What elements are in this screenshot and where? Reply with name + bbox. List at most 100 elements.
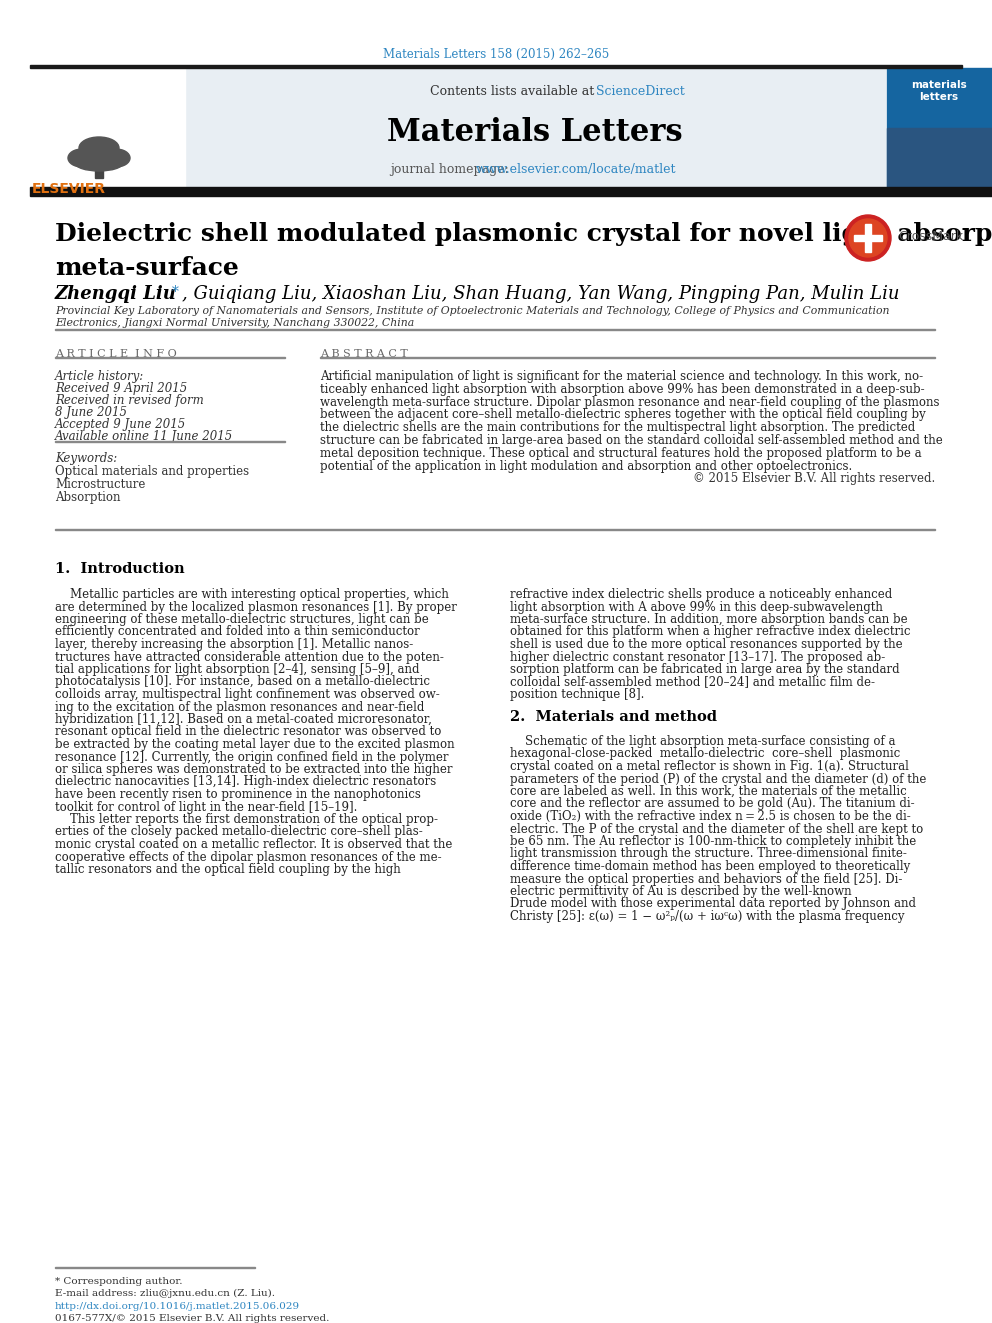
Text: light transmission through the structure. Three-dimensional finite-: light transmission through the structure…	[510, 848, 907, 860]
Bar	[887, 67, 992, 188]
Text: structure can be fabricated in large-area based on the standard colloidal self-a: structure can be fabricated in large-are…	[320, 434, 942, 447]
Bar	[887, 128, 992, 188]
Ellipse shape	[102, 149, 130, 167]
Text: Christy [25]: ε(ω) = 1 − ω²ₚ/(ω + iωᶜω) with the plasma frequency: Christy [25]: ε(ω) = 1 − ω²ₚ/(ω + iωᶜω) …	[510, 910, 905, 923]
Bar	[185, 67, 885, 188]
Text: obtained for this platform when a higher refractive index dielectric: obtained for this platform when a higher…	[510, 626, 911, 639]
Text: 8 June 2015: 8 June 2015	[55, 406, 127, 419]
Bar	[95, 143, 103, 179]
Text: ELSEVIER: ELSEVIER	[32, 183, 106, 196]
Text: Microstructure: Microstructure	[55, 478, 146, 491]
Text: Artificial manipulation of light is significant for the material science and tec: Artificial manipulation of light is sign…	[320, 370, 924, 382]
Text: cooperative effects of the dipolar plasmon resonances of the me-: cooperative effects of the dipolar plasm…	[55, 851, 441, 864]
Text: light absorption with A above 99% in this deep-subwavelength: light absorption with A above 99% in thi…	[510, 601, 883, 614]
Text: 2.  Materials and method: 2. Materials and method	[510, 710, 717, 724]
Text: materials
letters: materials letters	[911, 79, 967, 102]
Text: engineering of these metallo-dielectric structures, light can be: engineering of these metallo-dielectric …	[55, 613, 429, 626]
Bar	[30, 65, 962, 67]
Ellipse shape	[75, 155, 123, 171]
Text: Optical materials and properties: Optical materials and properties	[55, 464, 249, 478]
Text: electric permittivity of Au is described by the well-known: electric permittivity of Au is described…	[510, 885, 851, 898]
Text: toolkit for control of light in the near-field [15–19].: toolkit for control of light in the near…	[55, 800, 357, 814]
Text: metal deposition technique. These optical and structural features hold the propo: metal deposition technique. These optica…	[320, 447, 922, 460]
Text: ticeably enhanced light absorption with absorption above 99% has been demonstrat: ticeably enhanced light absorption with …	[320, 382, 925, 396]
Text: between the adjacent core–shell metallo-dielectric spheres together with the opt: between the adjacent core–shell metallo-…	[320, 409, 926, 422]
Text: CrossMark: CrossMark	[898, 230, 963, 243]
Text: tructures have attracted considerable attention due to the poten-: tructures have attracted considerable at…	[55, 651, 443, 664]
Text: Dielectric shell modulated plasmonic crystal for novel light absorption: Dielectric shell modulated plasmonic cry…	[55, 222, 992, 246]
Text: or silica spheres was demonstrated to be extracted into the higher: or silica spheres was demonstrated to be…	[55, 763, 452, 777]
Text: 1.  Introduction: 1. Introduction	[55, 562, 185, 576]
Text: Metallic particles are with interesting optical properties, which: Metallic particles are with interesting …	[55, 587, 448, 601]
Text: E-mail address: zliu@jxnu.edu.cn (Z. Liu).: E-mail address: zliu@jxnu.edu.cn (Z. Liu…	[55, 1289, 275, 1298]
Text: ing to the excitation of the plasmon resonances and near-field: ing to the excitation of the plasmon res…	[55, 700, 425, 713]
Ellipse shape	[79, 138, 119, 159]
Text: Article history:: Article history:	[55, 370, 144, 382]
Text: resonance [12]. Currently, the origin confined field in the polymer: resonance [12]. Currently, the origin co…	[55, 750, 448, 763]
Text: erties of the closely packed metallo-dielectric core–shell plas-: erties of the closely packed metallo-die…	[55, 826, 423, 839]
Text: Available online 11 June 2015: Available online 11 June 2015	[55, 430, 233, 443]
Text: dielectric nanocavities [13,14]. High-index dielectric resonators: dielectric nanocavities [13,14]. High-in…	[55, 775, 436, 789]
Text: Electronics, Jiangxi Normal University, Nanchang 330022, China: Electronics, Jiangxi Normal University, …	[55, 318, 415, 328]
Text: Absorption: Absorption	[55, 491, 120, 504]
Text: wavelength meta-surface structure. Dipolar plasmon resonance and near-field coup: wavelength meta-surface structure. Dipol…	[320, 396, 939, 409]
Text: hexagonal-close-packed  metallo-dielectric  core–shell  plasmonic: hexagonal-close-packed metallo-dielectri…	[510, 747, 901, 761]
Text: electric. The P of the crystal and the diameter of the shell are kept to: electric. The P of the crystal and the d…	[510, 823, 924, 836]
Text: Contents lists available at: Contents lists available at	[430, 85, 598, 98]
Bar	[854, 235, 882, 241]
Text: tallic resonators and the optical field coupling by the high: tallic resonators and the optical field …	[55, 863, 401, 876]
Text: refractive index dielectric shells produce a noticeably enhanced: refractive index dielectric shells produ…	[510, 587, 892, 601]
Text: efficiently concentrated and folded into a thin semiconductor: efficiently concentrated and folded into…	[55, 626, 420, 639]
Bar	[865, 224, 871, 251]
Text: shell is used due to the more optical resonances supported by the: shell is used due to the more optical re…	[510, 638, 903, 651]
Text: Schematic of the light absorption meta-surface consisting of a: Schematic of the light absorption meta-s…	[510, 736, 896, 747]
Text: Zhengqi Liu: Zhengqi Liu	[55, 284, 177, 303]
Text: * Corresponding author.: * Corresponding author.	[55, 1277, 183, 1286]
Text: higher dielectric constant resonator [13–17]. The proposed ab-: higher dielectric constant resonator [13…	[510, 651, 885, 664]
Text: photocatalysis [10]. For instance, based on a metallo-dielectric: photocatalysis [10]. For instance, based…	[55, 676, 430, 688]
Text: colloids array, multispectral light confinement was observed ow-: colloids array, multispectral light conf…	[55, 688, 439, 701]
Text: www.elsevier.com/locate/matlet: www.elsevier.com/locate/matlet	[476, 163, 677, 176]
Text: core and the reflector are assumed to be gold (Au). The titanium di-: core and the reflector are assumed to be…	[510, 798, 915, 811]
Text: ScienceDirect: ScienceDirect	[596, 85, 684, 98]
Text: position technique [8].: position technique [8].	[510, 688, 645, 701]
Text: resonant optical field in the dielectric resonator was observed to: resonant optical field in the dielectric…	[55, 725, 441, 738]
Bar	[30, 67, 185, 188]
Text: journal homepage:: journal homepage:	[390, 163, 513, 176]
Text: Drude model with those experimental data reported by Johnson and: Drude model with those experimental data…	[510, 897, 916, 910]
Text: 0167-577X/© 2015 Elsevier B.V. All rights reserved.: 0167-577X/© 2015 Elsevier B.V. All right…	[55, 1314, 329, 1323]
Text: core are labeled as well. In this work, the materials of the metallic: core are labeled as well. In this work, …	[510, 785, 907, 798]
Text: A R T I C L E  I N F O: A R T I C L E I N F O	[55, 349, 177, 359]
Text: Received in revised form: Received in revised form	[55, 394, 203, 407]
Text: Keywords:: Keywords:	[55, 452, 117, 464]
Text: sorption platform can be fabricated in large area by the standard: sorption platform can be fabricated in l…	[510, 663, 900, 676]
Text: meta-surface: meta-surface	[55, 255, 239, 280]
Text: A B S T R A C T: A B S T R A C T	[320, 349, 408, 359]
Text: Materials Letters: Materials Letters	[387, 116, 682, 148]
Text: be extracted by the coating metal layer due to the excited plasmon: be extracted by the coating metal layer …	[55, 738, 454, 751]
Text: layer, thereby increasing the absorption [1]. Metallic nanos-: layer, thereby increasing the absorption…	[55, 638, 414, 651]
Text: Provincial Key Laboratory of Nanomaterials and Sensors, Institute of Optoelectro: Provincial Key Laboratory of Nanomateria…	[55, 306, 890, 316]
Text: tial applications for light absorption [2–4], sensing [5–9], and: tial applications for light absorption […	[55, 663, 420, 676]
Text: have been recently risen to prominence in the nanophotonics: have been recently risen to prominence i…	[55, 789, 421, 800]
Text: difference time-domain method has been employed to theoretically: difference time-domain method has been e…	[510, 860, 911, 873]
Text: This letter reports the first demonstration of the optical prop-: This letter reports the first demonstrat…	[55, 814, 438, 826]
Text: Accepted 9 June 2015: Accepted 9 June 2015	[55, 418, 186, 431]
Text: potential of the application in light modulation and absorption and other optoel: potential of the application in light mo…	[320, 459, 852, 472]
Text: *: *	[172, 284, 179, 299]
Text: Received 9 April 2015: Received 9 April 2015	[55, 382, 187, 396]
Text: Materials Letters 158 (2015) 262–265: Materials Letters 158 (2015) 262–265	[383, 48, 609, 61]
Text: be 65 nm. The Au reflector is 100-nm-thick to completely inhibit the: be 65 nm. The Au reflector is 100-nm-thi…	[510, 835, 917, 848]
Text: http://dx.doi.org/10.1016/j.matlet.2015.06.029: http://dx.doi.org/10.1016/j.matlet.2015.…	[55, 1302, 301, 1311]
Text: colloidal self-assembled method [20–24] and metallic film de-: colloidal self-assembled method [20–24] …	[510, 676, 875, 688]
Bar	[30, 187, 992, 196]
Text: , Guiqiang Liu, Xiaoshan Liu, Shan Huang, Yan Wang, Pingping Pan, Mulin Liu: , Guiqiang Liu, Xiaoshan Liu, Shan Huang…	[182, 284, 900, 303]
Ellipse shape	[68, 149, 96, 167]
Text: the dielectric shells are the main contributions for the multispectral light abs: the dielectric shells are the main contr…	[320, 421, 916, 434]
Text: oxide (TiO₂) with the refractive index n = 2.5 is chosen to be the di-: oxide (TiO₂) with the refractive index n…	[510, 810, 911, 823]
Text: measure the optical properties and behaviors of the field [25]. Di-: measure the optical properties and behav…	[510, 872, 903, 885]
Text: are determined by the localized plasmon resonances [1]. By proper: are determined by the localized plasmon …	[55, 601, 457, 614]
Circle shape	[849, 220, 887, 257]
Circle shape	[845, 216, 891, 261]
Text: meta-surface structure. In addition, more absorption bands can be: meta-surface structure. In addition, mor…	[510, 613, 908, 626]
